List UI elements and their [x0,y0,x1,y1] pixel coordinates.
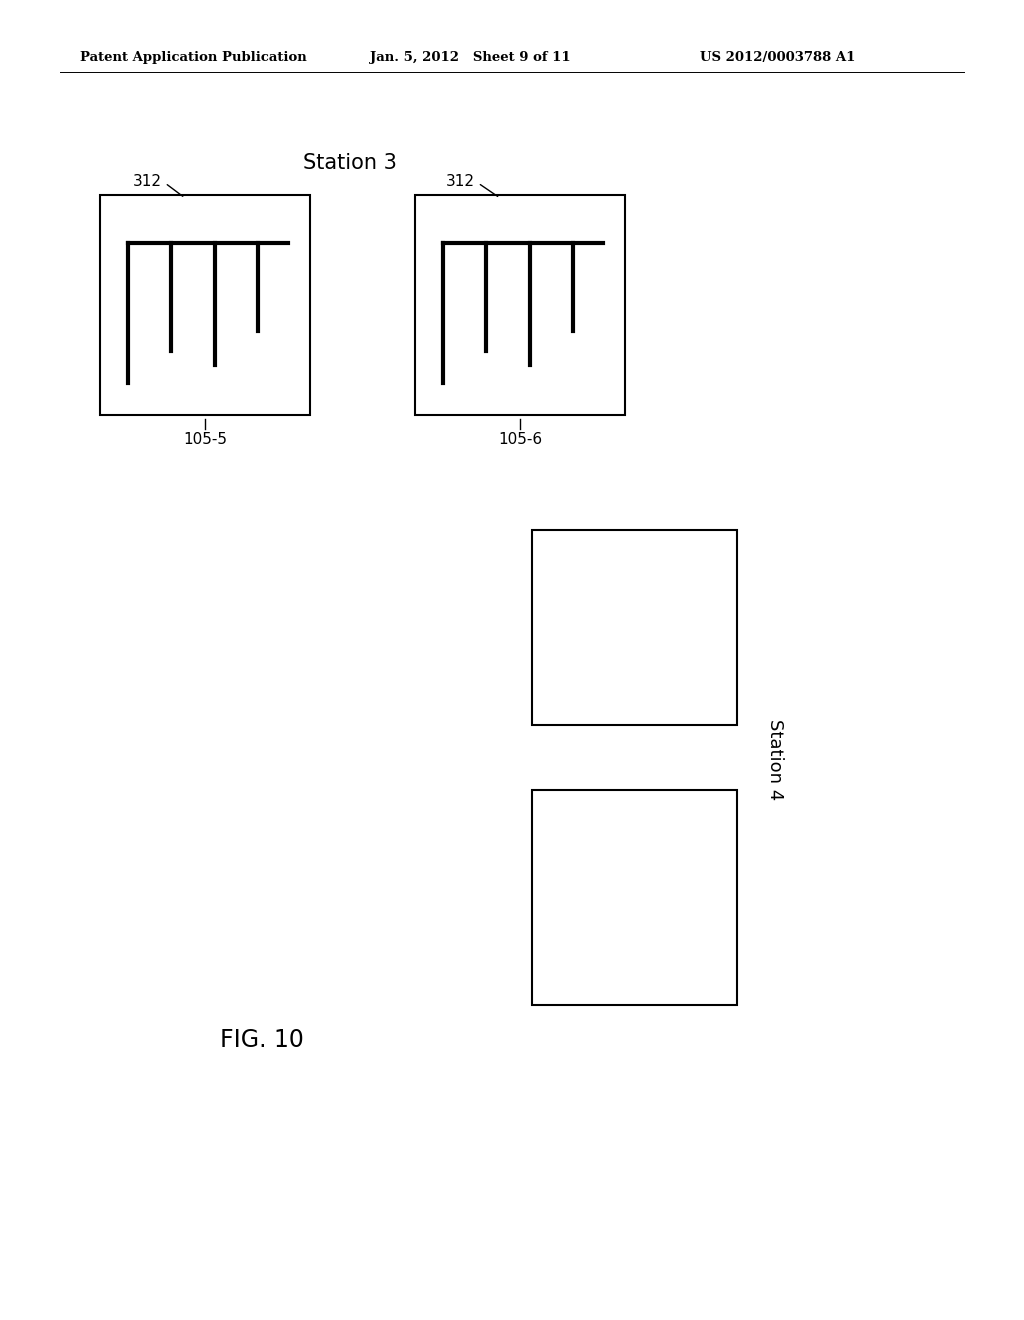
Text: FIG. 10: FIG. 10 [220,1028,304,1052]
Text: US 2012/0003788 A1: US 2012/0003788 A1 [700,51,855,65]
Text: Jan. 5, 2012   Sheet 9 of 11: Jan. 5, 2012 Sheet 9 of 11 [370,51,570,65]
Bar [532,789,737,1005]
Bar [415,195,625,414]
Bar [100,195,310,414]
Text: 312: 312 [132,173,162,189]
Text: Patent Application Publication: Patent Application Publication [80,51,307,65]
Text: Station 3: Station 3 [303,153,397,173]
Text: 105-6: 105-6 [498,433,542,447]
Text: 312: 312 [445,173,474,189]
Text: Station 4: Station 4 [766,719,784,801]
Text: 105-5: 105-5 [183,433,227,447]
Bar [532,531,737,725]
